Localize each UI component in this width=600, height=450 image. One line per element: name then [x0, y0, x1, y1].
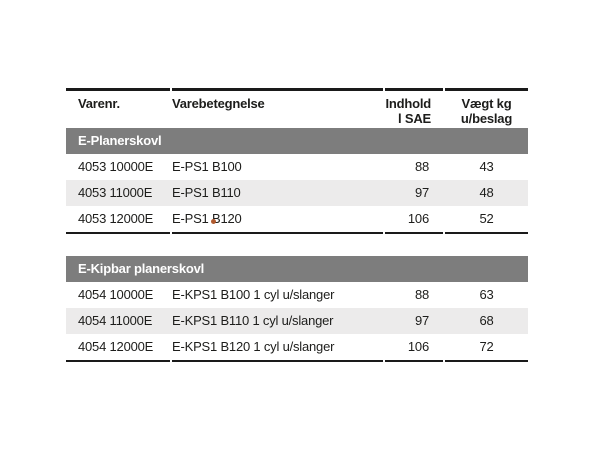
- border-segment: [385, 232, 443, 234]
- table-row: 4053 10000E E-PS1 B100 88 43: [66, 154, 528, 180]
- cell-varebetegnelse: E-KPS1 B100 1 cyl u/slanger: [172, 287, 335, 302]
- cell-vaegt: 72: [479, 339, 494, 354]
- product-table: Varenr. Varebetegnelse Indhold l SAE Væg…: [66, 88, 528, 362]
- cell-varenr: 4053 12000E: [78, 211, 154, 226]
- border-segment: [172, 360, 383, 362]
- column-header-indhold-line1: Indhold: [385, 96, 431, 111]
- border-segment: [172, 88, 383, 91]
- column-header-vaegt-line2: u/beslag: [460, 111, 513, 126]
- cell-varenr: 4053 10000E: [78, 159, 154, 174]
- column-header-indhold: Indhold l SAE: [385, 96, 443, 128]
- border-segment: [172, 232, 383, 234]
- table-top-border: [66, 88, 528, 91]
- cell-indhold: 97: [414, 185, 429, 200]
- column-header-vaegt: Vægt kg u/beslag: [445, 96, 528, 128]
- cell-varebetegnelse: E-KPS1 B120 1 cyl u/slanger: [172, 339, 335, 354]
- section-header: E-Kipbar planerskovl: [66, 256, 528, 282]
- table-row: 4053 11000E E-PS1 B110 97 48: [66, 180, 528, 206]
- cell-varenr: 4053 11000E: [78, 185, 153, 200]
- cell-vaegt: 68: [479, 313, 494, 328]
- table-header-row: Varenr. Varebetegnelse Indhold l SAE Væg…: [66, 91, 528, 128]
- border-segment: [66, 360, 170, 362]
- border-segment: [445, 232, 528, 234]
- cell-varebetegnelse: E-PS1 B100: [172, 159, 242, 174]
- section-header: E-Planerskovl: [66, 128, 528, 154]
- cell-indhold: 88: [414, 287, 429, 302]
- border-segment: [385, 360, 443, 362]
- table-bottom-border: [66, 360, 528, 362]
- column-header-varebetegnelse: Varebetegnelse: [172, 96, 265, 111]
- border-segment: [66, 88, 170, 91]
- cell-varenr: 4054 11000E: [78, 313, 153, 328]
- cell-vaegt: 43: [479, 159, 494, 174]
- cell-indhold: 106: [407, 339, 429, 354]
- column-header-vaegt-line1: Vægt kg: [461, 96, 512, 111]
- table-bottom-border: [66, 232, 528, 234]
- cell-indhold: 88: [414, 159, 429, 174]
- orange-dot-marker: [211, 219, 216, 224]
- table-row: 4054 10000E E-KPS1 B100 1 cyl u/slanger …: [66, 282, 528, 308]
- table-row: 4054 12000E E-KPS1 B120 1 cyl u/slanger …: [66, 334, 528, 360]
- border-segment: [385, 88, 443, 91]
- cell-varebetegnelse: E-PS1 B120: [172, 211, 242, 226]
- cell-varebetegnelse: E-KPS1 B110 1 cyl u/slanger: [172, 313, 334, 328]
- cell-varenr: 4054 10000E: [78, 287, 154, 302]
- table-section-kipbar-planerskovl: E-Kipbar planerskovl 4054 10000E E-KPS1 …: [66, 256, 528, 362]
- table-section-planerskovl: E-Planerskovl 4053 10000E E-PS1 B100 88 …: [66, 128, 528, 234]
- section-gap: [66, 234, 528, 256]
- cell-indhold: 97: [414, 313, 429, 328]
- cell-vaegt: 63: [479, 287, 494, 302]
- cell-vaegt: 52: [479, 211, 494, 226]
- border-segment: [445, 360, 528, 362]
- table-row: 4053 12000E E-PS1 B120 106 52: [66, 206, 528, 232]
- cell-vaegt: 48: [479, 185, 494, 200]
- border-segment: [66, 232, 170, 234]
- cell-varebetegnelse: E-PS1 B110: [172, 185, 241, 200]
- border-segment: [445, 88, 528, 91]
- column-header-indhold-line2: l SAE: [398, 111, 431, 126]
- cell-varenr: 4054 12000E: [78, 339, 154, 354]
- column-header-varenr: Varenr.: [78, 96, 120, 111]
- cell-indhold: 106: [407, 211, 429, 226]
- table-row: 4054 11000E E-KPS1 B110 1 cyl u/slanger …: [66, 308, 528, 334]
